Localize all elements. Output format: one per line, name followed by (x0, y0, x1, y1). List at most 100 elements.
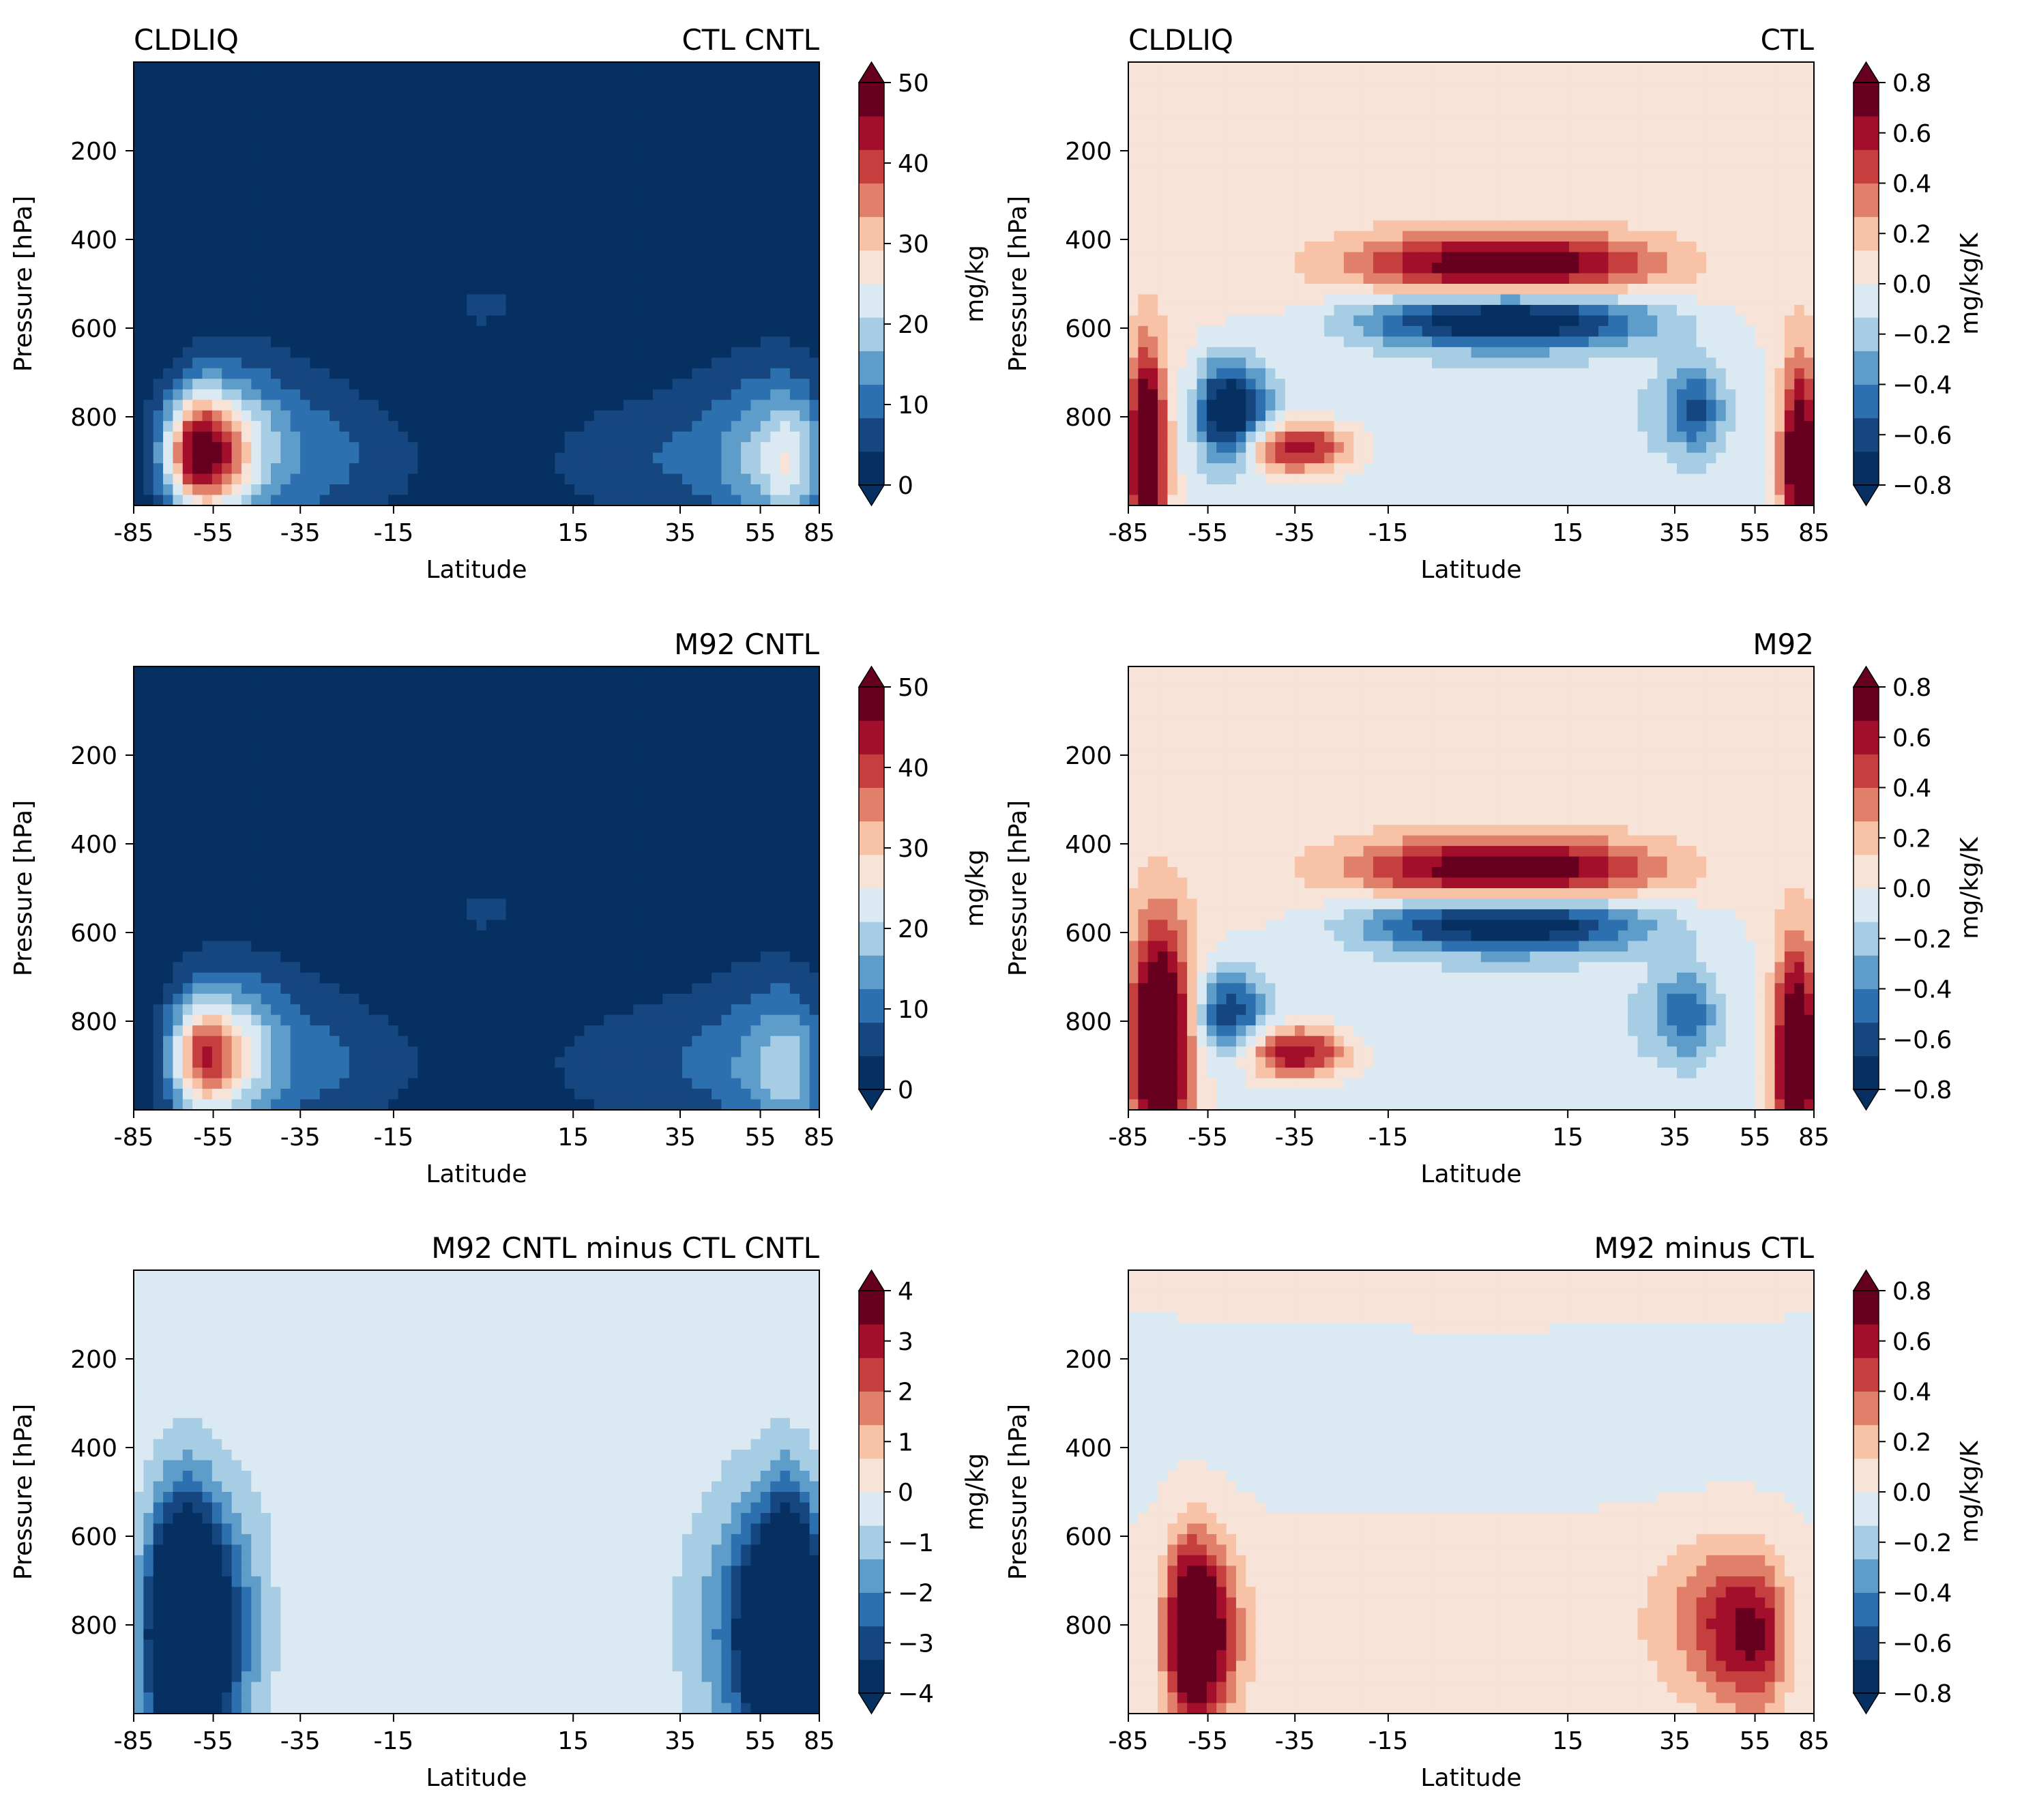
field-cell (241, 167, 252, 179)
field-cell (163, 72, 174, 84)
field-cell (1608, 220, 1619, 232)
field-cell (1128, 231, 1139, 242)
field-cell (1735, 263, 1746, 274)
field-cell (1226, 115, 1237, 126)
field-cell (192, 357, 203, 369)
field-cell (1471, 146, 1482, 158)
field-cell (564, 263, 575, 274)
field-cell (1216, 304, 1227, 317)
field-cell (604, 473, 615, 485)
field-cell (574, 473, 585, 485)
field-cell (1275, 263, 1286, 274)
field-cell (486, 484, 497, 496)
field-cell (1403, 115, 1413, 126)
field-cell (1549, 231, 1560, 242)
field-cell (182, 484, 193, 496)
field-cell (1794, 325, 1805, 337)
field-cell (486, 379, 497, 390)
field-cell (1559, 72, 1570, 84)
field-cell (1510, 284, 1521, 295)
field-cell (1177, 347, 1188, 358)
field-cell (1471, 209, 1482, 221)
field-cell (1755, 167, 1765, 179)
field-cell (1197, 209, 1207, 221)
field-cell (574, 484, 585, 496)
field-cell (712, 178, 722, 190)
field-cell (1745, 93, 1756, 105)
field-cell (467, 93, 478, 105)
field-cell (349, 336, 360, 348)
field-cell (339, 325, 350, 337)
field-cell (1255, 104, 1266, 115)
field-cell (770, 178, 781, 190)
field-cell (682, 136, 692, 147)
field-cell (584, 284, 595, 295)
field-cell (800, 167, 810, 179)
field-cell (1500, 157, 1511, 168)
field-cell (1500, 104, 1511, 115)
field-cell (1451, 209, 1462, 221)
field-cell (1755, 315, 1765, 327)
field-cell (770, 315, 781, 327)
field-cell (1334, 241, 1345, 253)
field-cell (368, 199, 379, 211)
field-cell (1432, 315, 1443, 327)
colorbar-band (859, 183, 884, 218)
field-cell (712, 336, 722, 348)
field-cell (1755, 115, 1765, 126)
field-cell (476, 83, 487, 95)
field-cell (701, 325, 712, 337)
field-cell (652, 146, 663, 158)
field-cell (1334, 273, 1345, 284)
field-cell (319, 273, 330, 284)
field-cell (398, 241, 409, 253)
field-cell (1451, 93, 1462, 105)
field-cell (1608, 336, 1619, 348)
field-cell (231, 252, 242, 263)
field-cell (329, 389, 340, 400)
field-cell (192, 410, 203, 422)
field-cell (1755, 252, 1765, 263)
field-cell (1804, 294, 1815, 306)
field-cell (134, 231, 144, 242)
field-cell (163, 252, 174, 263)
field-cell (163, 442, 174, 454)
field-cell (1226, 231, 1237, 242)
field-cell (1725, 83, 1736, 95)
field-cell (222, 83, 233, 95)
field-cell (692, 473, 703, 485)
field-cell (1784, 294, 1795, 306)
field-cell (211, 62, 222, 74)
field-cell (1451, 263, 1462, 274)
field-cell (1677, 231, 1687, 242)
field-cell (1265, 347, 1276, 358)
field-cell (1285, 115, 1295, 126)
field-cell (1480, 325, 1491, 337)
field-cell (173, 72, 184, 84)
field-cell (750, 263, 761, 274)
field-cell (231, 72, 242, 84)
field-cell (486, 231, 497, 242)
field-cell (1637, 273, 1648, 284)
field-cell (1588, 199, 1599, 211)
field-cell (271, 389, 281, 400)
field-cell (163, 452, 174, 464)
field-cell (271, 188, 281, 200)
field-cell (1500, 93, 1511, 105)
field-cell (731, 473, 742, 485)
field-cell (584, 125, 595, 136)
field-cell (760, 199, 771, 211)
field-cell (192, 463, 203, 475)
field-cell (1392, 157, 1403, 168)
field-cell (1343, 263, 1354, 274)
field-cell (398, 379, 409, 390)
field-cell (1353, 136, 1364, 147)
field-cell (456, 72, 467, 84)
field-cell (1206, 72, 1217, 84)
field-cell (633, 452, 644, 464)
field-cell (427, 294, 438, 306)
field-cell (770, 188, 781, 200)
field-cell (525, 72, 536, 84)
field-cell (1784, 304, 1795, 317)
field-cell (1432, 325, 1443, 337)
